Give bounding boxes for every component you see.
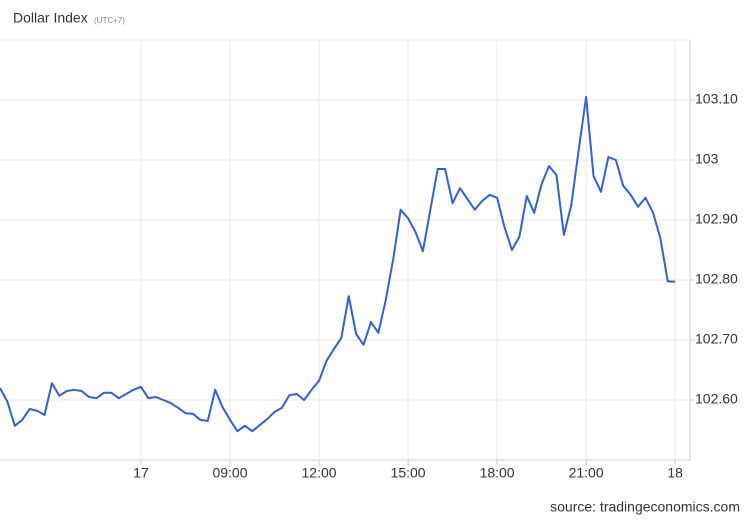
chart-subtitle: (UTC+7) [94,16,125,25]
chart-title: Dollar Index [13,10,88,26]
x-tick-label: 18 [667,465,683,481]
x-tick-label: 17 [133,465,149,481]
y-tick-label: 102.60 [695,391,738,407]
x-tick-label: 12:00 [302,465,337,481]
source: source: tradingeconomics.com [550,499,740,515]
y-tick-label: 103 [695,151,719,167]
y-tick-label: 103.10 [695,91,738,107]
x-tick-label: 18:00 [480,465,515,481]
x-tick-label: 15:00 [391,465,426,481]
x-tick-label: 09:00 [212,465,247,481]
y-tick-label: 102.70 [695,331,738,347]
y-tick-label: 102.80 [695,271,738,287]
y-tick-label: 102.90 [695,211,738,227]
data-line [0,96,676,433]
x-tick-label: 21:00 [569,465,604,481]
